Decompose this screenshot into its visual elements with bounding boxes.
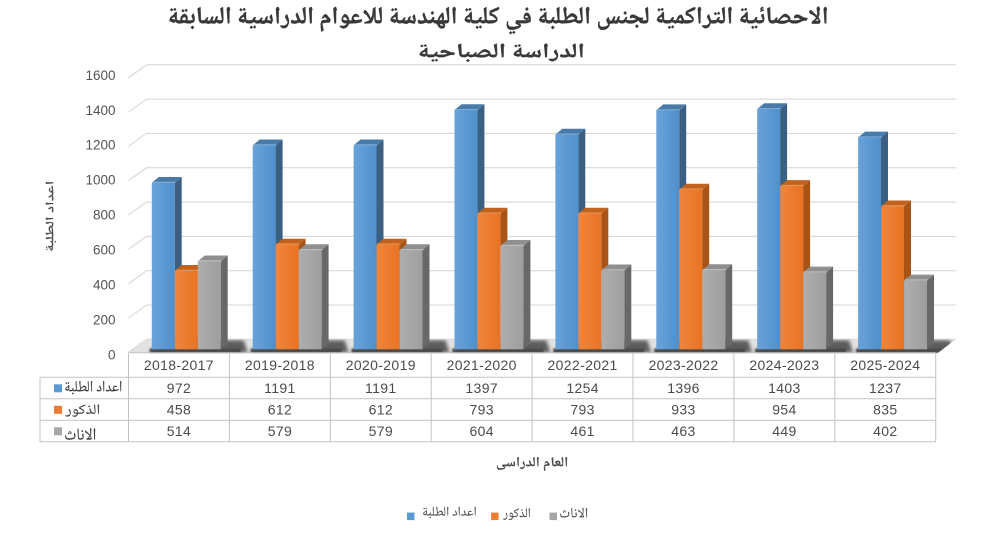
- svg-text:1254: 1254: [566, 380, 599, 396]
- svg-text:402: 402: [873, 423, 897, 439]
- svg-text:2022-2021: 2022-2021: [548, 357, 618, 373]
- svg-text:1191: 1191: [365, 380, 397, 396]
- svg-text:1397: 1397: [465, 380, 498, 396]
- svg-text:2020-2019: 2020-2019: [346, 357, 416, 373]
- svg-text:1200: 1200: [85, 138, 115, 153]
- svg-text:463: 463: [671, 423, 695, 439]
- svg-text:449: 449: [772, 423, 796, 439]
- svg-text:835: 835: [873, 402, 897, 418]
- svg-text:579: 579: [268, 423, 292, 439]
- svg-text:2021-2020: 2021-2020: [447, 357, 517, 373]
- svg-text:612: 612: [369, 402, 393, 418]
- svg-text:2025-2024: 2025-2024: [850, 357, 920, 373]
- svg-text:461: 461: [570, 423, 594, 439]
- svg-text:1400: 1400: [85, 103, 115, 118]
- svg-text:972: 972: [167, 380, 191, 396]
- svg-text:458: 458: [167, 402, 191, 418]
- svg-text:579: 579: [369, 423, 393, 439]
- svg-text:1600: 1600: [85, 68, 115, 83]
- svg-text:514: 514: [167, 423, 191, 439]
- svg-text:2023-2022: 2023-2022: [648, 357, 718, 373]
- svg-text:793: 793: [570, 402, 594, 418]
- svg-text:800: 800: [93, 208, 116, 223]
- svg-text:933: 933: [671, 402, 695, 418]
- svg-text:2024-2023: 2024-2023: [749, 357, 819, 373]
- svg-text:793: 793: [469, 402, 493, 418]
- svg-text:604: 604: [469, 423, 493, 439]
- svg-text:954: 954: [772, 402, 796, 418]
- svg-text:1000: 1000: [85, 173, 115, 188]
- svg-text:1191: 1191: [264, 380, 296, 396]
- svg-text:200: 200: [93, 313, 116, 328]
- svg-text:2018-2017: 2018-2017: [144, 357, 214, 373]
- svg-text:400: 400: [93, 278, 116, 293]
- svg-text:612: 612: [268, 402, 292, 418]
- svg-text:1396: 1396: [667, 380, 700, 396]
- svg-text:600: 600: [93, 243, 116, 258]
- svg-text:0: 0: [108, 348, 116, 363]
- svg-text:2019-2018: 2019-2018: [245, 357, 315, 373]
- svg-text:1403: 1403: [768, 380, 801, 396]
- svg-text:1237: 1237: [869, 380, 902, 396]
